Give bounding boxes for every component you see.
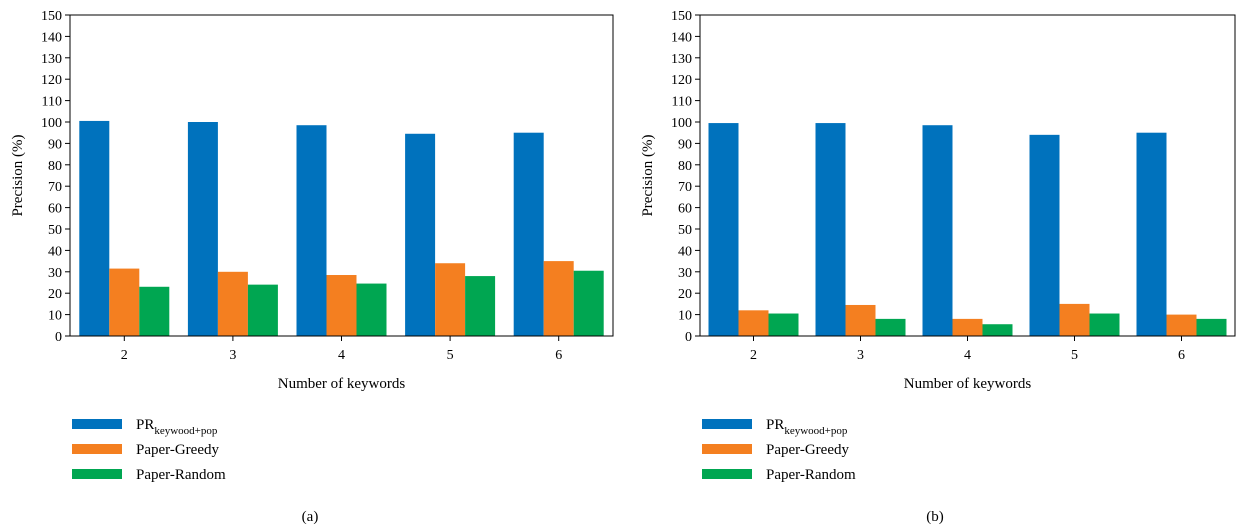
bar-paper-greedy-6 xyxy=(543,261,574,336)
legend-label: Paper-Greedy xyxy=(766,442,849,458)
legend: PRkeywood+pop Paper-Greedy Paper-Random xyxy=(702,417,856,483)
y-axis-label: Precision (%) xyxy=(640,134,656,216)
bar-paper-greedy-3 xyxy=(217,271,248,336)
y-tick-label: 120 xyxy=(671,73,692,88)
y-tick-label: 50 xyxy=(48,223,62,238)
y-tick-label: 150 xyxy=(41,9,62,24)
x-tick-label: 5 xyxy=(447,348,454,363)
legend-label: Paper-Random xyxy=(136,467,226,483)
legend-label: Paper-Greedy xyxy=(136,442,219,458)
bar-paper-greedy-2 xyxy=(109,268,140,336)
x-tick-label: 3 xyxy=(857,348,864,363)
x-axis-label: Number of keywords xyxy=(904,376,1032,392)
y-tick-label: 80 xyxy=(678,159,692,174)
y-tick-label: 80 xyxy=(48,159,62,174)
bar-pr-6 xyxy=(513,132,544,336)
x-tick-label: 2 xyxy=(750,348,757,363)
legend-label: PRkeywood+pop xyxy=(766,417,848,437)
bar-paper-random-6 xyxy=(573,270,604,336)
y-tick-label: 140 xyxy=(41,30,62,45)
y-tick-label: 40 xyxy=(48,244,62,259)
y-tick-label: 40 xyxy=(678,244,692,259)
bar-paper-random-3 xyxy=(875,318,906,336)
chart-b: 0 10 20 30 40 50 60 70 80 90 100 110 120 130 140 150 2 3 4… xyxy=(640,9,1236,525)
bar-pr-6 xyxy=(1136,132,1167,336)
y-tick-label: 70 xyxy=(48,180,62,195)
y-tick-label: 90 xyxy=(678,137,692,152)
bar-pr-4 xyxy=(922,125,953,337)
bar-paper-greedy-6 xyxy=(1166,314,1197,336)
legend-swatch xyxy=(702,469,752,479)
legend-swatch xyxy=(72,469,122,479)
legend-swatch xyxy=(72,419,122,429)
y-tick-label: 90 xyxy=(48,137,62,152)
chart-caption: (b) xyxy=(926,509,944,525)
y-tick-label: 30 xyxy=(678,266,692,281)
y-axis-label: Precision (%) xyxy=(10,134,26,216)
y-tick-label: 0 xyxy=(55,330,62,345)
bar-pr-2 xyxy=(79,120,110,337)
y-tick-label: 10 xyxy=(48,309,62,324)
y-tick-label: 70 xyxy=(678,180,692,195)
x-tick-label: 2 xyxy=(121,348,128,363)
bar-pr-4 xyxy=(296,125,327,337)
y-tick-label: 140 xyxy=(671,30,692,45)
bar-pr-2 xyxy=(708,123,739,336)
x-axis-label: Number of keywords xyxy=(278,376,406,392)
y-tick-label: 110 xyxy=(42,95,62,110)
bar-paper-random-5 xyxy=(1089,313,1120,336)
x-tick-label: 4 xyxy=(964,348,971,363)
y-tick-label: 120 xyxy=(41,73,62,88)
y-tick-label: 100 xyxy=(41,116,62,131)
y-tick-label: 50 xyxy=(678,223,692,238)
bar-paper-random-6 xyxy=(1196,318,1227,336)
bar-paper-greedy-5 xyxy=(1059,303,1090,336)
bar-pr-5 xyxy=(405,133,436,336)
bar-pr-3 xyxy=(187,122,218,336)
y-tick-label: 10 xyxy=(678,309,692,324)
legend-label: Paper-Random xyxy=(766,467,856,483)
legend: PRkeywood+pop Paper-Greedy Paper-Random xyxy=(72,417,226,483)
legend-swatch xyxy=(702,444,752,454)
y-tick-label: 0 xyxy=(685,330,692,345)
bar-paper-random-5 xyxy=(465,276,496,336)
y-tick-label: 130 xyxy=(41,52,62,67)
bar-paper-random-4 xyxy=(356,283,387,336)
legend-swatch xyxy=(702,419,752,429)
x-tick-label: 6 xyxy=(1178,348,1185,363)
bar-paper-greedy-4 xyxy=(326,275,357,336)
legend-label: PRkeywood+pop xyxy=(136,417,218,437)
bar-paper-greedy-5 xyxy=(435,263,466,336)
y-tick-label: 130 xyxy=(671,52,692,67)
bar-paper-random-4 xyxy=(982,324,1013,336)
y-tick-label: 30 xyxy=(48,266,62,281)
chart-caption: (a) xyxy=(302,509,319,525)
y-tick-label: 100 xyxy=(671,116,692,131)
y-tick-label: 20 xyxy=(48,287,62,302)
bar-paper-greedy-3 xyxy=(845,304,876,336)
y-tick-label: 60 xyxy=(48,202,62,217)
bar-paper-random-2 xyxy=(139,286,170,336)
y-tick-label: 150 xyxy=(671,9,692,24)
bar-paper-random-3 xyxy=(247,284,278,336)
y-tick-label: 60 xyxy=(678,202,692,217)
bar-pr-3 xyxy=(815,123,846,336)
bar-pr-5 xyxy=(1029,134,1060,336)
x-tick-label: 6 xyxy=(555,348,562,363)
x-tick-label: 3 xyxy=(229,348,236,363)
x-tick-label: 4 xyxy=(338,348,345,363)
legend-swatch xyxy=(72,444,122,454)
x-tick-label: 5 xyxy=(1071,348,1078,363)
bar-paper-random-2 xyxy=(768,313,799,336)
chart-a: 0 10 20 30 40 50 60 70 80 90 100 110 120 130 140 150 2 3 4… xyxy=(10,9,614,525)
bar-paper-greedy-2 xyxy=(738,310,769,336)
bar-paper-greedy-4 xyxy=(952,318,983,336)
y-tick-label: 110 xyxy=(672,95,692,110)
y-tick-label: 20 xyxy=(678,287,692,302)
